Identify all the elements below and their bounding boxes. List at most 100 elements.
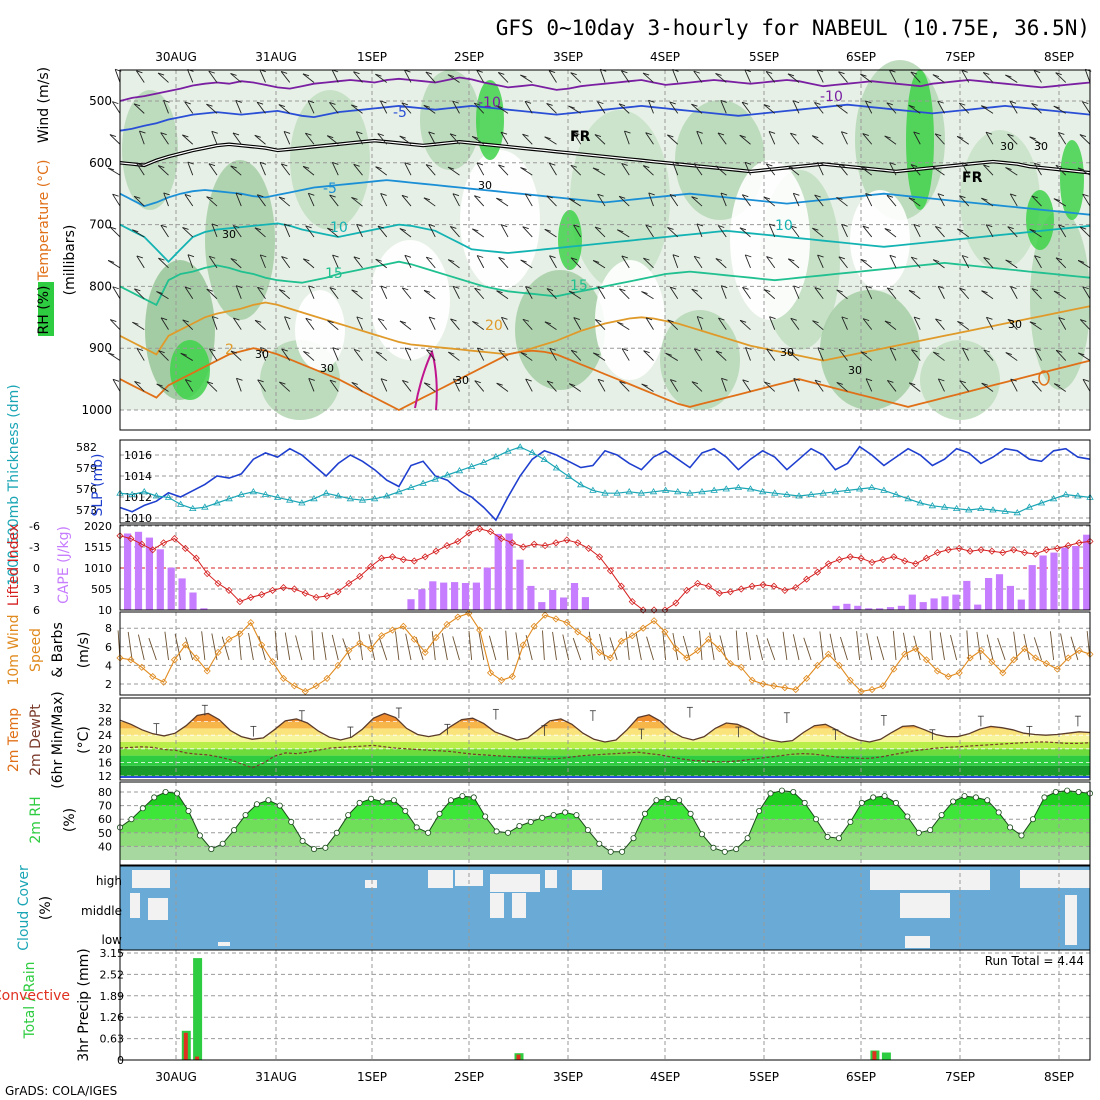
wind-barb (910, 71, 921, 83)
wind-barb (812, 227, 824, 238)
wind-barb-flag (1079, 226, 1087, 230)
wind-barb (862, 318, 873, 330)
wind10m-marker (236, 630, 244, 638)
wind-barb-flag (621, 162, 628, 166)
wind10m-barb (1023, 633, 1030, 661)
wind-barb (279, 381, 291, 392)
wind-barb-flag (571, 349, 578, 353)
cape-bar (418, 589, 426, 610)
wind10m-barb (735, 630, 739, 661)
wind-barb-flag (182, 134, 189, 138)
wind-barb (908, 197, 921, 207)
wind-barb (278, 289, 291, 300)
wind-barb (981, 105, 994, 114)
lifted-index-marker (912, 560, 920, 568)
wind-barb (645, 224, 654, 238)
wind10m-marker (901, 650, 909, 658)
thickness-marker (661, 486, 670, 493)
wind-barb (669, 286, 679, 300)
wind10m-marker (1086, 650, 1094, 658)
wind10m-barb (892, 630, 897, 661)
wind-barb-flag (136, 348, 144, 351)
wind-barb (568, 198, 581, 207)
wind-barb (959, 380, 970, 392)
wind-barb-flag (136, 70, 143, 74)
isotherm-label: 10 (330, 220, 348, 236)
wind-barb-flag (886, 194, 894, 198)
date-label-bottom: 30AUG (155, 1070, 197, 1084)
lifted-index-marker (1042, 546, 1050, 554)
cloud-cover-patch (1020, 870, 1090, 888)
wind-barb (763, 289, 776, 300)
wind-barb-flag (981, 197, 988, 201)
lifted-index-marker (748, 582, 756, 590)
wind-barb-flag (423, 289, 431, 293)
wind-barb-flag (790, 225, 797, 229)
wind-barb-flag (641, 383, 648, 387)
wind-barb (351, 104, 363, 114)
wind-barb-flag (109, 226, 117, 230)
wind-barb (305, 318, 315, 330)
wind-barb (597, 379, 606, 392)
cloud-cover-patch (572, 870, 602, 890)
thickness-marker (383, 492, 391, 499)
wind10m-marker (639, 624, 647, 632)
lifted-index-marker (465, 529, 473, 537)
wind-barb-flag (721, 285, 728, 289)
wind-barb-flag (715, 73, 722, 76)
lifted-index-marker (977, 546, 985, 554)
wind-barb-flag (742, 379, 749, 383)
wind-barb (1005, 259, 1018, 269)
wind-barb-flag (817, 254, 824, 258)
wind-barb-flag (691, 103, 698, 107)
wind-barb-flag (1005, 259, 1012, 263)
wind-barb (1058, 317, 1067, 330)
chart-title: GFS 0~10day 3-hourly for NABEUL (10.75E,… (496, 16, 1090, 40)
wind-barb-flag (793, 378, 800, 381)
wind-barb (1007, 133, 1018, 145)
wind-barb (474, 380, 485, 392)
thickness-marker (213, 499, 221, 506)
wind-barb-flag (375, 258, 382, 262)
wind10m-barb (782, 631, 788, 661)
wind-barb-flag (1010, 193, 1017, 197)
wind-barb (353, 163, 363, 176)
wind-barb-flag (961, 162, 969, 166)
wind-barb-flag (648, 192, 655, 196)
wind-barb (961, 347, 970, 361)
wind-barb-flag (546, 288, 554, 291)
wind-barb (836, 382, 848, 392)
wind-barb-flag (1034, 255, 1041, 259)
wind-barb (933, 351, 945, 361)
wind-barb (814, 287, 824, 300)
rh2m-marker (630, 835, 637, 842)
wind-barb-flag (453, 285, 460, 289)
cape-bar (549, 590, 557, 610)
lifted-index-marker (367, 563, 375, 571)
wind-barb-flag (1029, 136, 1036, 140)
cloud-cover-patch (130, 893, 140, 918)
wind-barb-flag (718, 225, 725, 228)
lifted-index-marker (443, 542, 451, 550)
rh-shade (595, 260, 665, 380)
wind-barb (184, 286, 194, 300)
wind-tick-label: 8 (105, 622, 112, 635)
wind-barb (278, 196, 291, 207)
wind-barb-flag (351, 382, 358, 385)
wind10m-barb (1070, 636, 1079, 661)
wind-barb-flag (375, 166, 382, 170)
wind-barb-flag (232, 132, 240, 136)
wind-barb (498, 164, 509, 176)
wind10m-barb (415, 636, 424, 661)
wind-barb (447, 166, 460, 176)
wind-barb-flag (667, 134, 674, 138)
wind-barb (259, 254, 266, 269)
wind-barb (1077, 260, 1091, 269)
wind-barb-flag (163, 99, 170, 103)
lifted-index-marker (672, 599, 680, 607)
wind10m-marker (933, 667, 941, 675)
thickness-marker (419, 479, 427, 486)
wind-barb (937, 100, 945, 114)
wind-barb-flag (621, 70, 628, 74)
